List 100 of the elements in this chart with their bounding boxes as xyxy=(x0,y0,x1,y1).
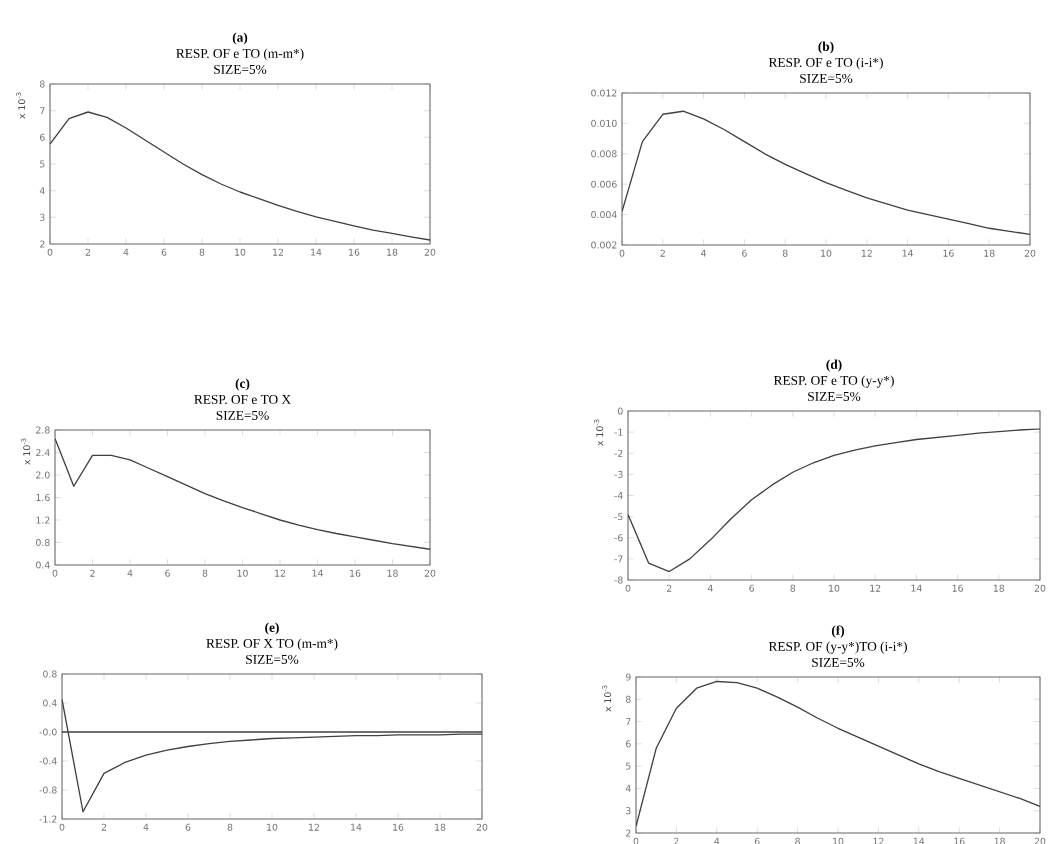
x-tick-label: 4 xyxy=(123,248,129,256)
y-tick-label: 0.008 xyxy=(591,150,617,158)
x-tick-label: 14 xyxy=(913,837,925,844)
x-tick-label: 20 xyxy=(1034,584,1046,592)
x-tick-label: 14 xyxy=(311,248,322,256)
y-tick-label: -0.0 xyxy=(39,728,57,736)
y-tick-label: 6 xyxy=(40,133,45,141)
y-axis-title: x 10$^{-3}$ xyxy=(602,685,612,712)
x-tick-label: 16 xyxy=(350,569,361,577)
x-tick-label: 12 xyxy=(273,248,283,256)
x-tick-label: 14 xyxy=(911,584,922,592)
x-tick-label: 2 xyxy=(674,837,679,844)
text: SIZE=5% xyxy=(216,410,269,420)
text: SIZE=5% xyxy=(214,64,267,74)
x-tick-label: 8 xyxy=(199,248,205,256)
chart-title: (b) xyxy=(818,41,834,54)
y-tick-label: 8 xyxy=(625,695,631,703)
chart-subtitle: RESP. OF X TO (m-m*) xyxy=(206,638,338,651)
x-tick-label: 8 xyxy=(202,569,208,577)
x-tick-label: 0 xyxy=(59,823,65,831)
y-tick-label: 0.010 xyxy=(591,119,617,127)
x-tick-label: 4 xyxy=(707,584,713,592)
x-tick-label: 2 xyxy=(90,569,95,577)
y-tick-label: -6 xyxy=(614,534,623,542)
x-tick-label: 18 xyxy=(387,248,398,256)
text: SIZE=5% xyxy=(246,654,299,664)
x-tick-label: 18 xyxy=(993,584,1005,592)
x-tick-label: 20 xyxy=(1034,837,1046,844)
y-tick-label: 0.8 xyxy=(43,670,57,678)
x-tick-label: 12 xyxy=(309,823,319,831)
y-tick-label: -3 xyxy=(614,470,623,478)
x-tick-label: 16 xyxy=(943,249,954,257)
x-tick-label: 16 xyxy=(393,823,404,831)
x-tick-label: 2 xyxy=(85,248,91,256)
x-tick-label: 18 xyxy=(994,837,1005,844)
x-tick-label: 16 xyxy=(952,584,963,592)
y-tick-label: 7 xyxy=(40,107,45,115)
x-tick-label: 4 xyxy=(701,249,707,257)
x-tick-label: 4 xyxy=(714,837,720,844)
x-tick-label: 2 xyxy=(666,584,672,592)
y-tick-label: -0.8 xyxy=(39,786,57,794)
y-tick-label: -8 xyxy=(614,576,623,584)
y-tick-label: 4 xyxy=(625,785,631,792)
x-tick-label: 6 xyxy=(742,249,747,257)
y-tick-label: -0.4 xyxy=(39,757,57,765)
x-tick-label: 14 xyxy=(351,823,362,831)
x-tick-label: 8 xyxy=(790,584,796,592)
y-tick-label: 1.6 xyxy=(36,493,50,502)
chart-subtitle: RESP. OF e TO X xyxy=(194,394,291,404)
x-tick-label: 10 xyxy=(821,249,832,257)
y-tick-label: 2.0 xyxy=(36,471,50,479)
chart-subtitle: RESP. OF e TO (i-i*) xyxy=(768,57,883,70)
y-tick-label: 5 xyxy=(40,160,45,168)
y-tick-label: 7 xyxy=(626,718,631,725)
x-tick-label: 14 xyxy=(312,569,323,577)
chart-title: (f) xyxy=(831,625,845,638)
x-tick-label: 6 xyxy=(754,837,760,844)
x-tick-label: 12 xyxy=(873,837,884,844)
y-tick-label: 0.004 xyxy=(591,211,617,219)
y-tick-label: -5 xyxy=(614,513,623,521)
x-tick-label: 10 xyxy=(833,837,844,844)
x-tick-label: 16 xyxy=(954,837,965,844)
x-tick-label: 20 xyxy=(424,569,436,577)
x-tick-label: 12 xyxy=(870,584,881,592)
y-axis-title: x 10$^{-3}$ xyxy=(21,438,31,465)
x-tick-label: 4 xyxy=(143,823,149,831)
x-tick-label: 2 xyxy=(660,249,665,257)
x-tick-label: 20 xyxy=(1024,249,1036,257)
x-tick-label: 16 xyxy=(349,248,360,256)
x-tick-label: 10 xyxy=(237,569,248,577)
y-tick-label: -2 xyxy=(614,449,623,457)
x-tick-label: 10 xyxy=(829,584,840,592)
y-tick-label: 4 xyxy=(39,187,45,195)
x-tick-label: 8 xyxy=(795,837,800,844)
y-tick-label: -1.2 xyxy=(39,815,57,823)
chart-title: (a) xyxy=(232,32,248,45)
x-tick-label: 12 xyxy=(275,569,285,577)
y-tick-label: 0.006 xyxy=(591,180,617,188)
x-tick-label: 8 xyxy=(227,823,233,831)
y-tick-label: 2.4 xyxy=(36,449,50,456)
y-axis-title: x 10$^{-3}$ xyxy=(16,92,26,119)
chart-title: (c) xyxy=(235,378,250,391)
chart-subtitle: RESP. OF (y-y*)TO (i-i*) xyxy=(768,641,907,654)
y-tick-label: 0.4 xyxy=(36,561,50,569)
y-tick-label: 9 xyxy=(625,673,631,681)
y-tick-label: 2.8 xyxy=(36,426,50,434)
chart-subtitle: RESP. OF e TO (m-m*) xyxy=(176,48,304,61)
x-tick-label: 10 xyxy=(235,248,246,256)
x-tick-label: 18 xyxy=(435,823,446,831)
y-tick-label: 0.4 xyxy=(43,699,57,707)
x-tick-label: 4 xyxy=(127,569,133,577)
text: SIZE=5% xyxy=(808,391,861,401)
y-tick-label: 3 xyxy=(626,807,631,815)
y-axis-title: x 10$^{-3}$ xyxy=(594,419,604,446)
y-tick-label: 5 xyxy=(626,762,631,770)
y-tick-label: -4 xyxy=(614,492,623,499)
x-tick-label: 2 xyxy=(101,823,107,831)
x-tick-label: 8 xyxy=(782,249,788,257)
y-tick-label: 2 xyxy=(626,829,631,837)
y-tick-label: 0.002 xyxy=(591,241,617,249)
